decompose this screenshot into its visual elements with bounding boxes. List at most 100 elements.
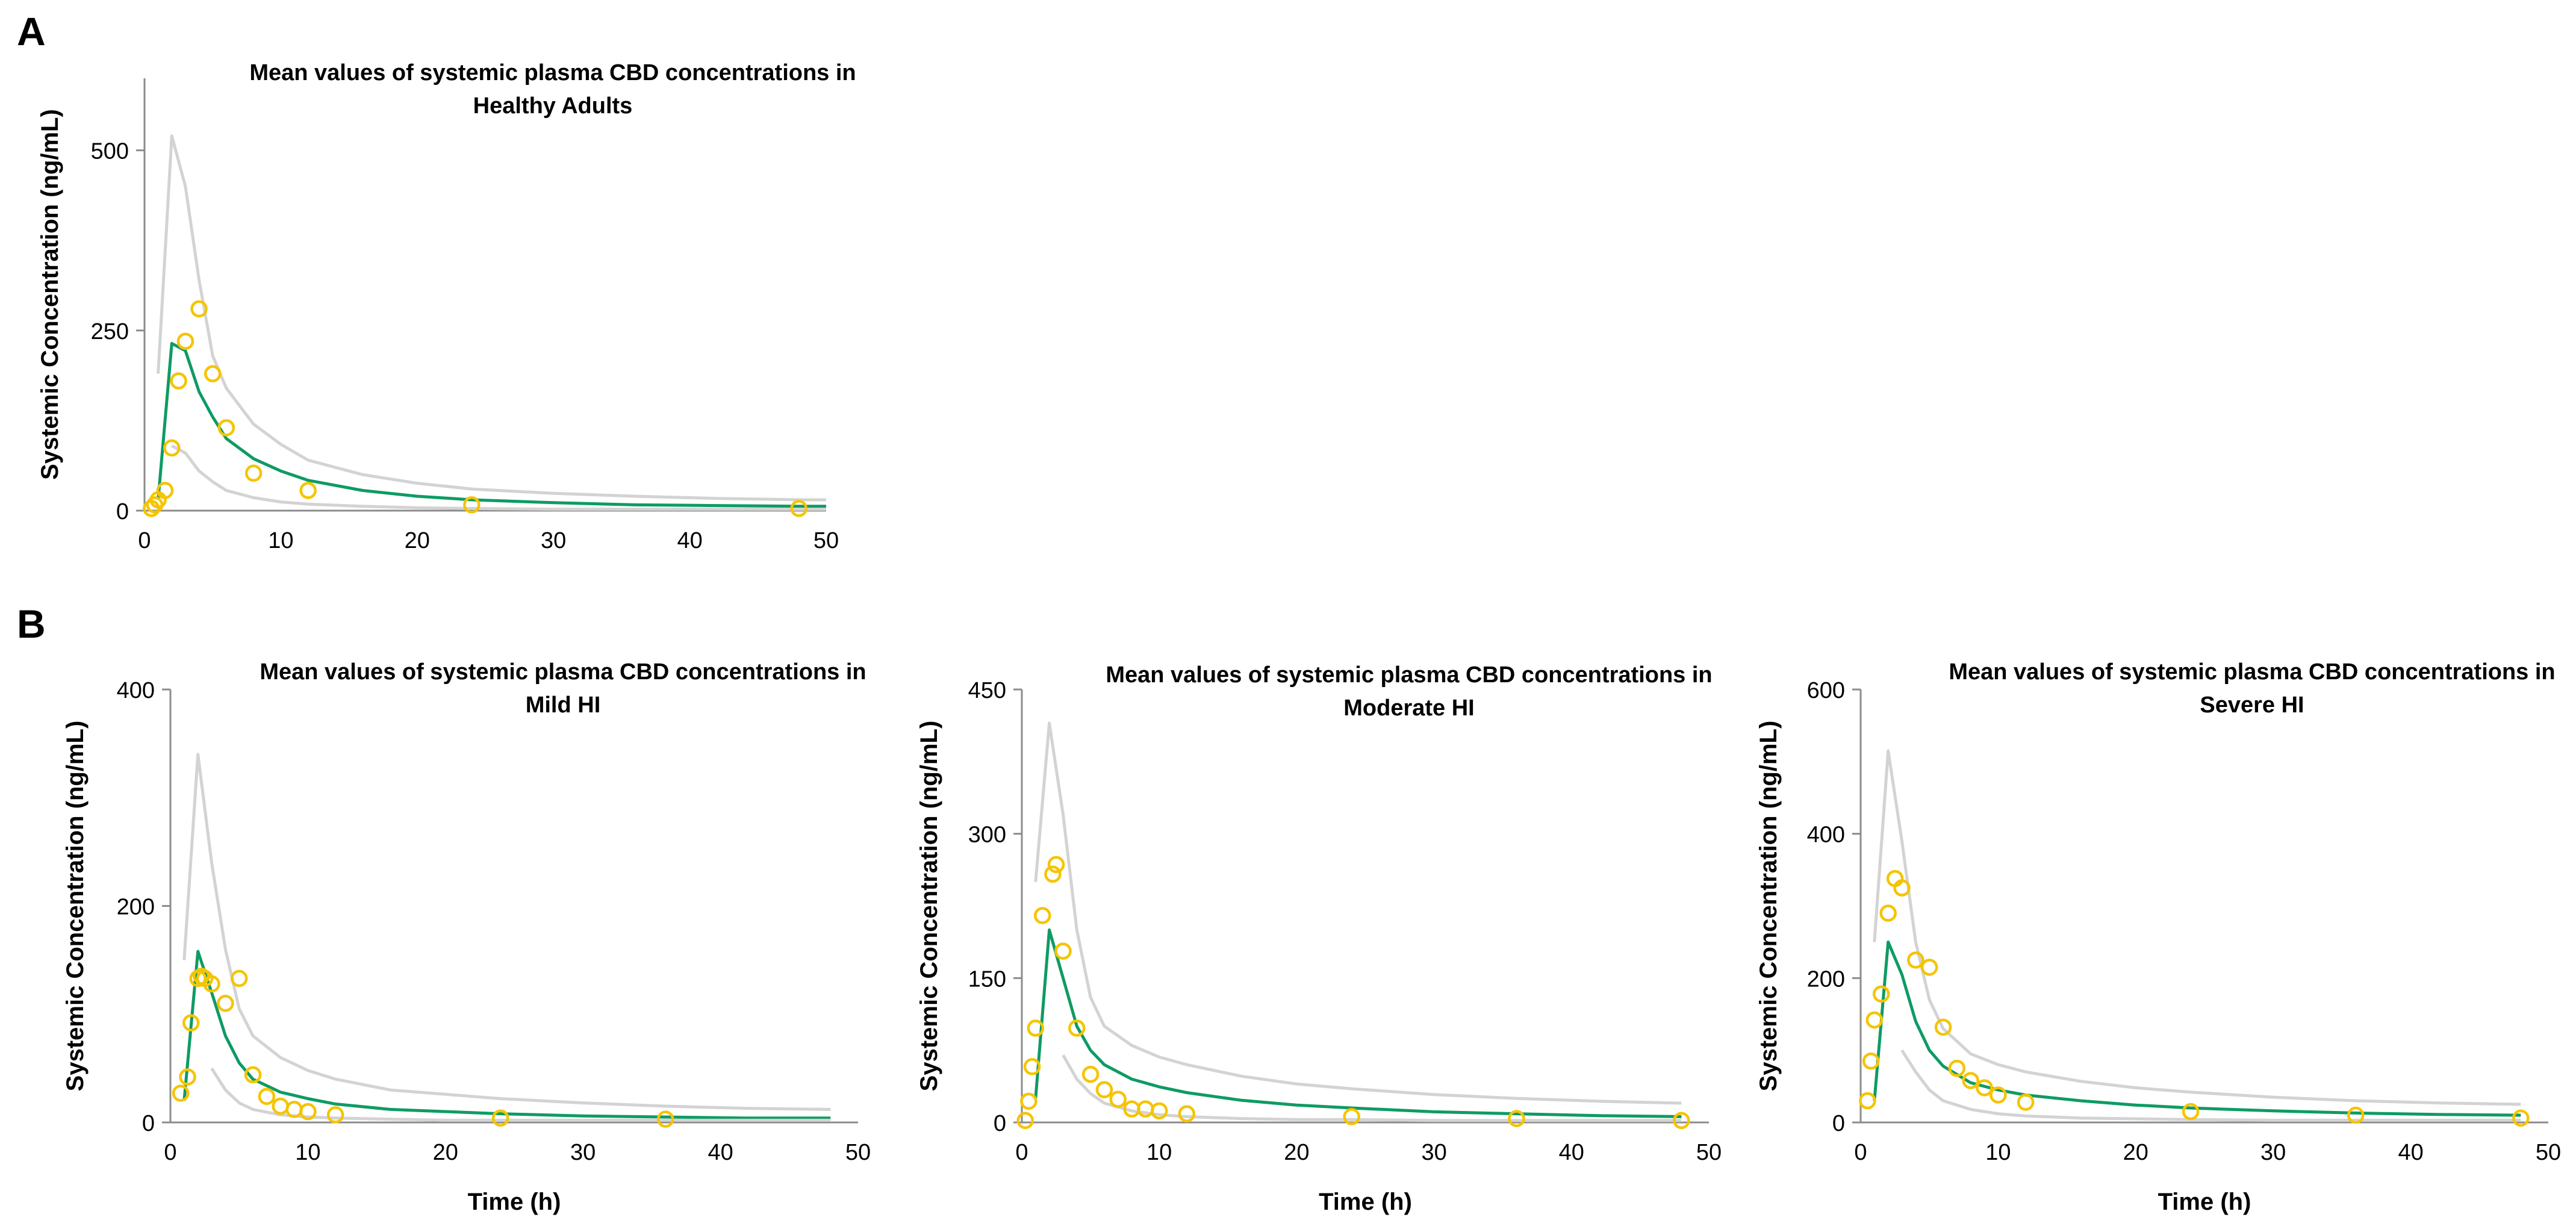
observed-point <box>1893 879 1911 897</box>
observed-point <box>163 439 181 457</box>
observed-point <box>1920 959 1938 976</box>
chart-title-line: Mean values of systemic plasma CBD conce… <box>249 60 856 86</box>
observed-point <box>1907 951 1924 969</box>
panel-label-a: A <box>17 9 46 54</box>
x-tick-label: 10 <box>268 528 293 553</box>
observed-point <box>179 1068 196 1086</box>
observed-point <box>1862 1052 1880 1070</box>
y-tick-label: 150 <box>968 966 1006 992</box>
lower-bound-line <box>1900 1049 2521 1122</box>
observed-point <box>1081 1065 1100 1083</box>
observed-point <box>790 500 807 517</box>
y-axis-label: Systemic Concentration (ng/mL) <box>62 721 89 1092</box>
x-tick-label: 30 <box>570 1140 596 1165</box>
chart-title-line: Healthy Adults <box>473 93 633 119</box>
x-tick-label: 50 <box>2536 1140 2561 1165</box>
chart-title-line: Moderate HI <box>1343 695 1474 721</box>
y-axis-label: Systemic Concentration (ng/mL) <box>916 721 942 1092</box>
x-tick-label: 40 <box>677 528 702 553</box>
upper-bound-line <box>157 134 826 502</box>
panel-label-b: B <box>17 602 46 646</box>
x-axis-label: Time (h) <box>1319 1189 1412 1215</box>
y-tick-label: 0 <box>994 1111 1006 1136</box>
observed-point <box>1023 1058 1041 1075</box>
upper-bound-line <box>1873 749 2521 1106</box>
observed-point <box>217 995 234 1012</box>
observed-point <box>2347 1106 2365 1124</box>
lower-bound-line <box>210 1067 831 1122</box>
y-tick-label: 400 <box>1807 823 1845 848</box>
y-tick-label: 0 <box>1832 1111 1845 1136</box>
lower-bound-line <box>1062 1054 1682 1122</box>
observed-point <box>463 496 481 514</box>
x-tick-label: 30 <box>541 528 566 553</box>
observed-point <box>172 1084 190 1102</box>
observed-point <box>1976 1079 1993 1097</box>
x-axis-label: Time (h) <box>2158 1189 2251 1215</box>
y-tick-label: 600 <box>1807 678 1845 703</box>
y-tick-label: 250 <box>91 319 129 344</box>
chart-title-line: Mean values of systemic plasma CBD conce… <box>1949 659 2555 685</box>
chart-mild-hi: 0 200 400 0 10 20 30 40 50 Mean values of systemi… <box>62 659 871 1215</box>
observed-point <box>244 1066 262 1084</box>
observed-point <box>2017 1094 2035 1111</box>
observed-point <box>1054 942 1072 960</box>
observed-point <box>491 1109 509 1127</box>
y-tick-label: 0 <box>116 499 129 524</box>
y-tick-label: 500 <box>91 139 129 164</box>
observed-point <box>1859 1092 1876 1110</box>
mean-line <box>157 341 826 508</box>
observed-point <box>2512 1109 2530 1127</box>
observed-point <box>1068 1019 1086 1037</box>
x-tick-label: 40 <box>1559 1140 1584 1165</box>
x-tick-label: 0 <box>1854 1140 1867 1165</box>
observed-point <box>272 1097 289 1115</box>
observed-point <box>1016 1112 1034 1130</box>
observed-point <box>1990 1086 2007 1104</box>
x-tick-label: 10 <box>1146 1140 1172 1165</box>
observed-point <box>1109 1091 1127 1108</box>
chart-title-line: Severe HI <box>2200 692 2304 718</box>
x-tick-label: 10 <box>295 1140 320 1165</box>
y-axis-label: Systemic Concentration (ng/mL) <box>1755 721 1782 1092</box>
observed-point <box>217 419 235 437</box>
observed-point <box>1095 1081 1113 1098</box>
x-tick-label: 30 <box>2260 1140 2286 1165</box>
x-tick-label: 40 <box>708 1140 733 1165</box>
observed-point <box>1033 907 1051 924</box>
observed-point <box>203 975 220 993</box>
observed-point <box>2182 1103 2200 1121</box>
x-tick-label: 0 <box>1015 1140 1028 1165</box>
observed-point <box>156 482 174 499</box>
observed-point <box>1673 1112 1690 1130</box>
observed-point <box>190 300 208 318</box>
chart-title-line: Mild HI <box>526 692 601 718</box>
observed-point <box>1150 1102 1168 1120</box>
observed-point <box>326 1106 344 1124</box>
y-tick-label: 0 <box>142 1111 155 1136</box>
observed-point <box>230 969 248 988</box>
observed-point <box>1873 985 1890 1003</box>
observed-point <box>182 1014 200 1032</box>
observed-point <box>1948 1059 1966 1077</box>
observed-point <box>1044 865 1062 883</box>
observed-point <box>1934 1018 1952 1036</box>
mean-line <box>1873 940 2521 1117</box>
observed-point <box>1508 1110 1525 1127</box>
mean-line <box>1034 928 1682 1118</box>
upper-bound-line <box>182 753 831 1111</box>
y-axis-label: Systemic Concentration (ng/mL) <box>37 109 63 480</box>
y-tick-label: 400 <box>117 678 155 703</box>
observed-point <box>1027 1019 1045 1037</box>
observed-point <box>258 1088 276 1106</box>
chart-title-line: Mean values of systemic plasma CBD conce… <box>260 659 866 685</box>
observed-point <box>1962 1072 1979 1089</box>
observed-point <box>170 372 187 390</box>
observed-point <box>1879 904 1897 922</box>
observed-point <box>244 464 263 482</box>
x-tick-label: 20 <box>405 528 430 553</box>
observed-point <box>176 332 194 350</box>
x-tick-label: 20 <box>2123 1140 2148 1165</box>
observed-point <box>1020 1092 1038 1110</box>
upper-bound-line <box>1034 721 1682 1105</box>
